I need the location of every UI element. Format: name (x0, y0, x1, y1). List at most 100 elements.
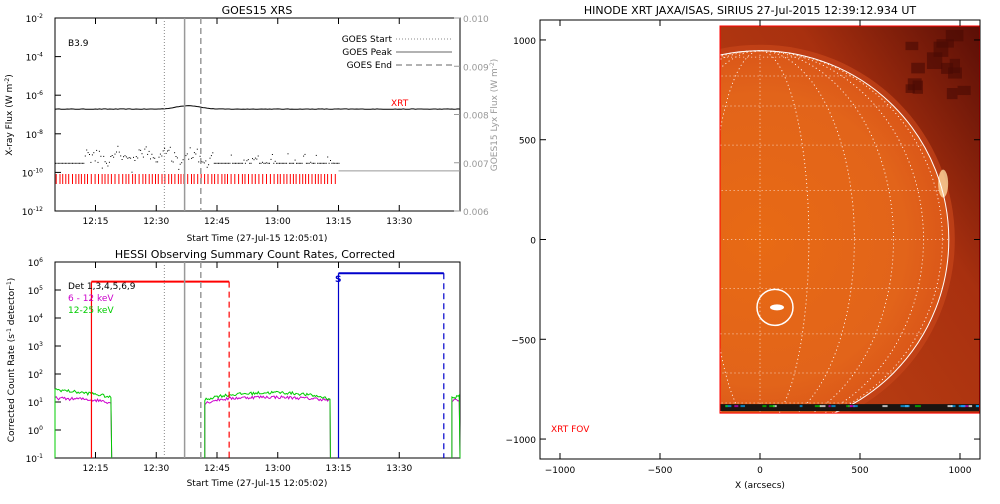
goes-short-point (250, 162, 252, 164)
goes-short-point (188, 158, 190, 160)
goes-short-point (57, 162, 59, 164)
goes-short-point (334, 162, 336, 164)
hessi-ytick-label-0-exp: 6 (39, 257, 43, 264)
hessi-event-markers (90, 262, 445, 458)
xrt-corona-block (945, 29, 964, 42)
xrt-sun-disk (720, 50, 949, 414)
goes-long-channel-line (54, 105, 461, 110)
xrt-ytick-label-2: 0 (530, 237, 536, 247)
goes-short-point (277, 162, 279, 164)
goes-short-point (131, 171, 133, 173)
goes-short-point (141, 153, 143, 155)
xrt-strip-pixel (968, 405, 973, 408)
goes-y2tick-label-4: 0.006 (463, 208, 489, 218)
hessi-ytick-label-6: 100 (28, 425, 43, 437)
goes-short-point (104, 161, 106, 163)
goes-ytick-label-3: 10-8 (26, 129, 44, 141)
goes-short-point (254, 157, 256, 159)
goes-short-point (195, 153, 197, 155)
goes-short-point (98, 150, 100, 152)
goes-short-point (135, 156, 137, 158)
goes-short-point (219, 162, 221, 164)
goes-short-point (100, 155, 102, 157)
goes-y2tick-label-3: 0.007 (463, 160, 489, 170)
goes-short-point (152, 157, 154, 159)
goes-short-point (287, 153, 289, 155)
goes-short-point (235, 162, 236, 164)
goes-xrs-panel: GOES15 XRS 12:15 12:30 12:45 13:00 13:15 13:3… (4, 4, 500, 244)
goes-short-point (79, 162, 81, 164)
legend-goes-peak: GOES Peak (342, 48, 392, 58)
goes-ytick-label-1-base: 10 (26, 54, 38, 64)
goes-short-point (203, 162, 205, 164)
goes-short-point (229, 162, 231, 164)
goes-ytick-label-0-exp: -2 (37, 13, 43, 20)
goes-short-point (172, 161, 174, 163)
goes-short-point (270, 158, 272, 160)
goes-short-point (186, 153, 188, 155)
goes-short-point (226, 162, 228, 164)
xrt-strip-pixel (958, 405, 965, 408)
goes-short-point (232, 162, 234, 164)
hessi-ytick-label-5-base: 10 (28, 399, 40, 409)
goes-short-point (182, 159, 184, 161)
goes-short-point (263, 162, 265, 164)
xrt-ytick-label-1: 500 (519, 137, 536, 147)
xrt-corona-block (905, 84, 915, 93)
xrt-strip-pixel (914, 405, 921, 408)
goes-short-point (284, 162, 286, 164)
xrt-strip-pixel (725, 405, 732, 408)
goes-short-point (137, 157, 139, 159)
goes-short-point (133, 156, 134, 158)
goes-short-point (198, 161, 200, 163)
goes-short-point (205, 160, 207, 162)
xrt-xlabel: X (arcsecs) (735, 481, 785, 491)
goes-short-point (322, 162, 324, 164)
goes-short-point (59, 162, 61, 164)
goes-short-point (257, 155, 259, 157)
goes-short-point (124, 155, 126, 157)
hessi-xtick-label-3: 13:00 (265, 464, 291, 474)
goes-short-point (264, 162, 266, 164)
goes-short-point (330, 160, 331, 161)
xrt-limb-circle (720, 50, 950, 414)
hessi-ylabel: Corrected Count Rate (s-1 detector-1) (6, 278, 17, 443)
goes-y2label: GOES15 Lyx Flux (W m-2) (489, 59, 500, 172)
xrt-strip-pixel (950, 405, 956, 408)
xrt-longitude-line (720, 50, 924, 414)
goes-short-point (121, 159, 123, 160)
goes-short-point (169, 146, 171, 148)
goes-xtick-label-5: 13:30 (386, 217, 412, 227)
goes-ylabel: X-ray Flux (W m-2) (4, 74, 15, 155)
goes-short-point (147, 153, 149, 155)
goes-short-point (280, 162, 282, 164)
goes-short-point (145, 146, 147, 148)
xrt-corona-block (957, 85, 971, 96)
goes-short-point (212, 152, 214, 154)
xrt-strip-pixel (906, 405, 910, 408)
xrt-strip-pixel (819, 405, 826, 408)
goes-short-point (267, 162, 269, 164)
hessi-panel: HESSI Observing Summary Count Rates, Cor… (6, 248, 461, 489)
goes-short-point (179, 163, 181, 165)
goes-short-point (144, 148, 146, 150)
goes-short-point (70, 162, 72, 164)
goes-short-point (161, 155, 163, 157)
goes-ytick-label-4: 10-10 (22, 167, 43, 179)
xrt-corona-block (949, 58, 961, 74)
goes-short-point (253, 159, 255, 161)
goes-short-point (175, 156, 177, 157)
goes-short-point (130, 157, 132, 159)
goes-short-point (64, 162, 66, 164)
goes-short-point (93, 152, 95, 154)
goes-short-point (294, 159, 296, 161)
hessi-xtick-label-4: 13:15 (326, 464, 352, 474)
goes-short-point (165, 152, 167, 154)
xrt-y-ticks: 1000 500 0 −500 −1000 (506, 37, 980, 446)
hessi-ytick-label-4: 102 (28, 369, 43, 381)
xrt-corona-block (907, 78, 922, 91)
hessi-ytick-label-3: 103 (28, 341, 43, 353)
goes-short-point (55, 162, 56, 164)
goes-ytick-label-0-base: 10 (26, 15, 38, 25)
